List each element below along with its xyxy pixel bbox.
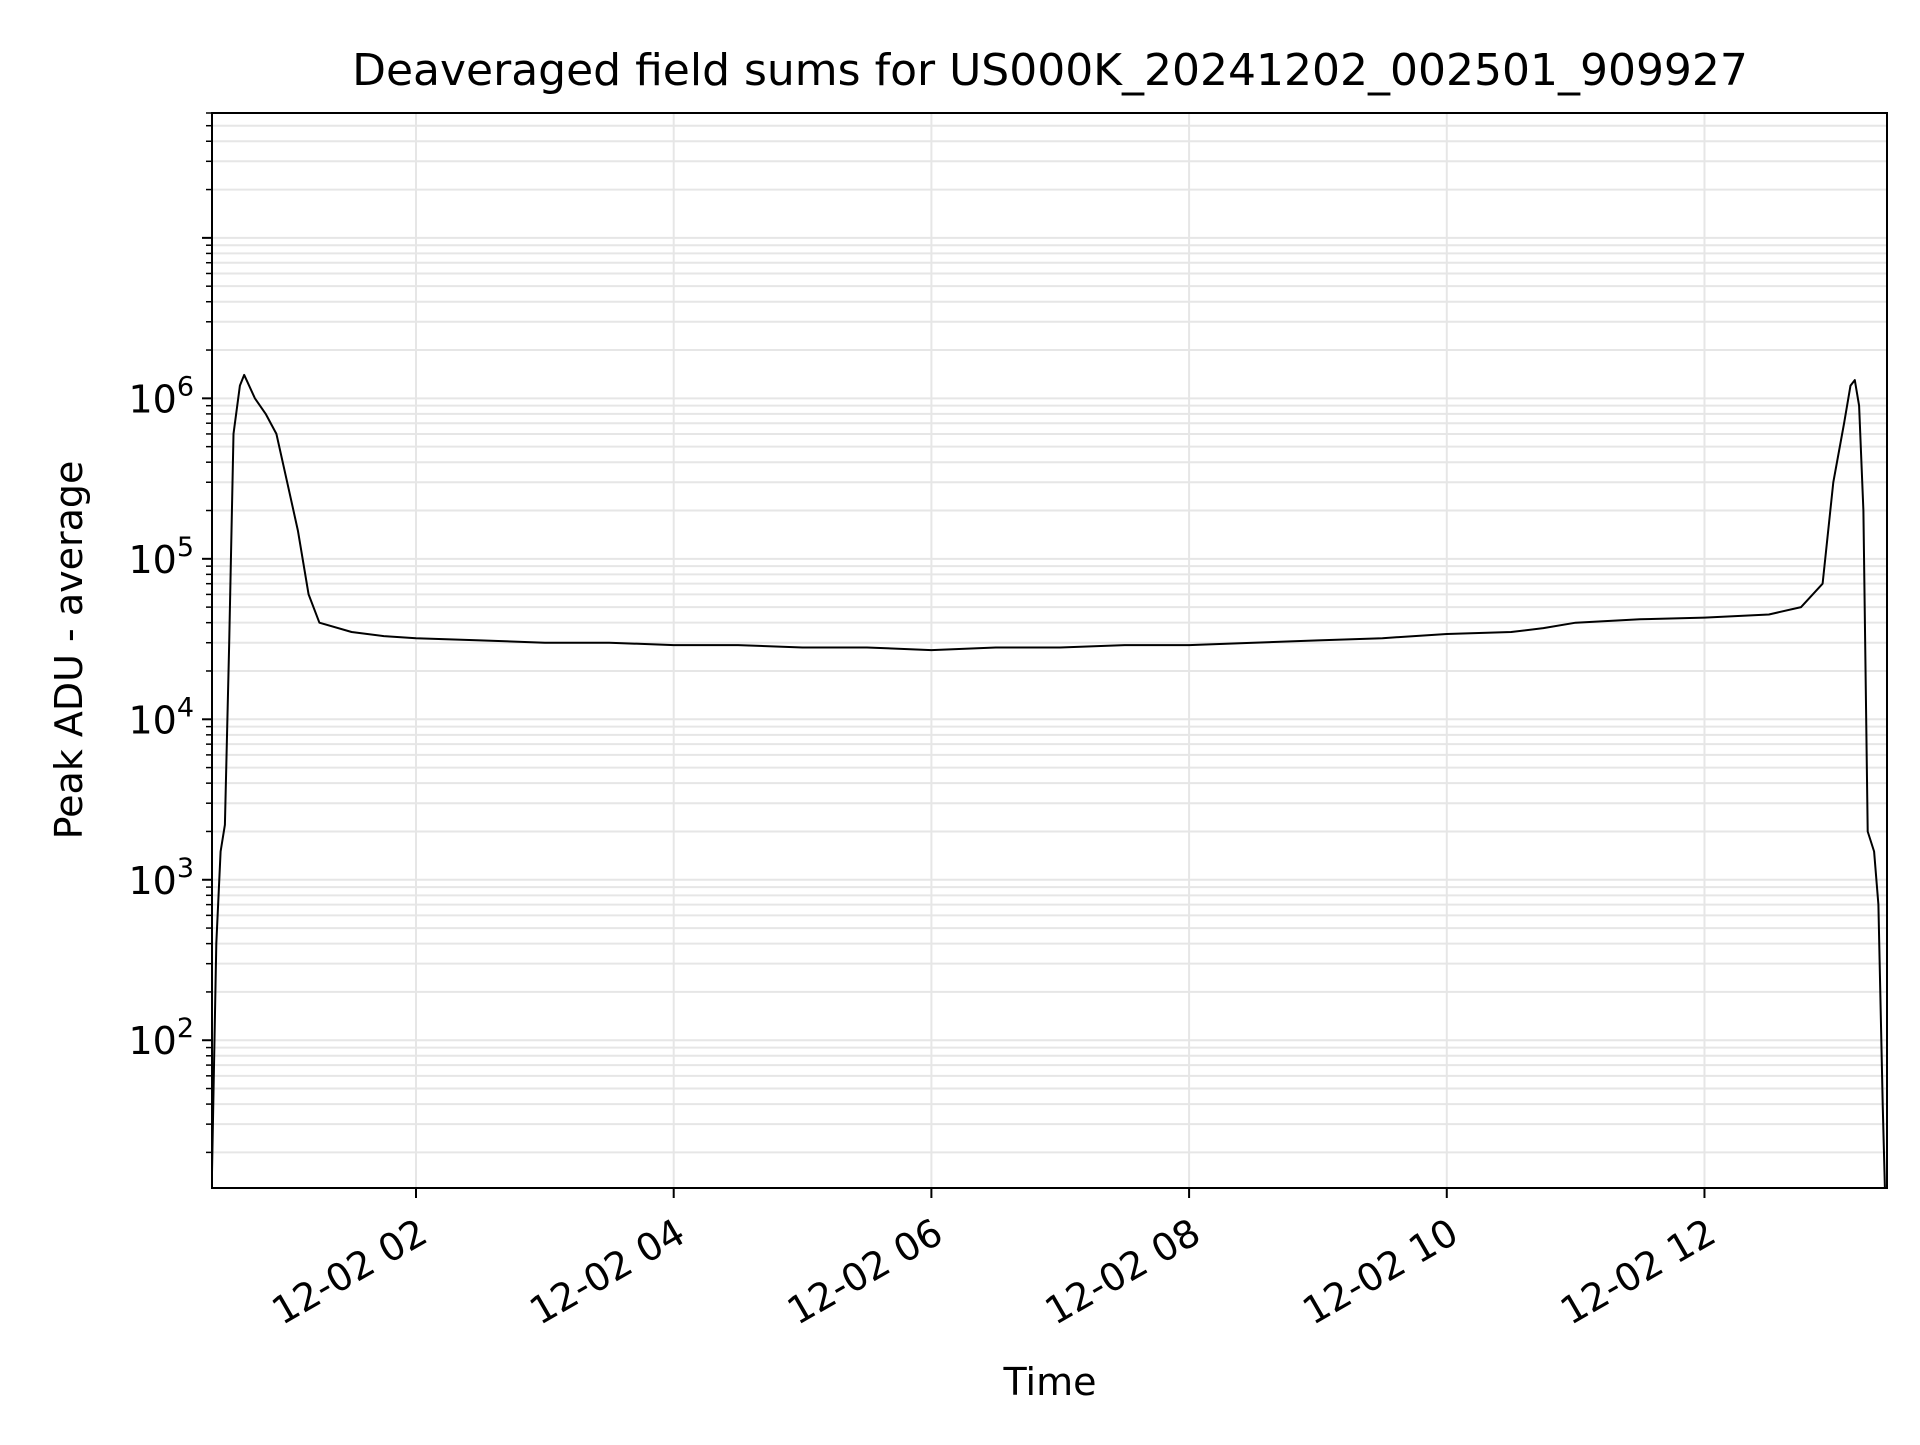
y-axis-label: Peak ADU - average bbox=[47, 461, 91, 840]
series-layer bbox=[212, 373, 1886, 1188]
grid-layer bbox=[212, 112, 1887, 1188]
y-tick-label: 102 bbox=[128, 1013, 194, 1063]
y-tick-label: 104 bbox=[128, 692, 194, 742]
x-axis-label: Time bbox=[1003, 1360, 1097, 1404]
y-tick-label: 106 bbox=[128, 371, 194, 421]
series-line bbox=[212, 373, 1886, 1188]
chart-title: Deaveraged field sums for US000K_2024120… bbox=[352, 45, 1748, 96]
plot-area-frame bbox=[211, 112, 1888, 1189]
y-tick-label: 105 bbox=[128, 532, 194, 582]
y-tick-label: 103 bbox=[128, 853, 194, 903]
